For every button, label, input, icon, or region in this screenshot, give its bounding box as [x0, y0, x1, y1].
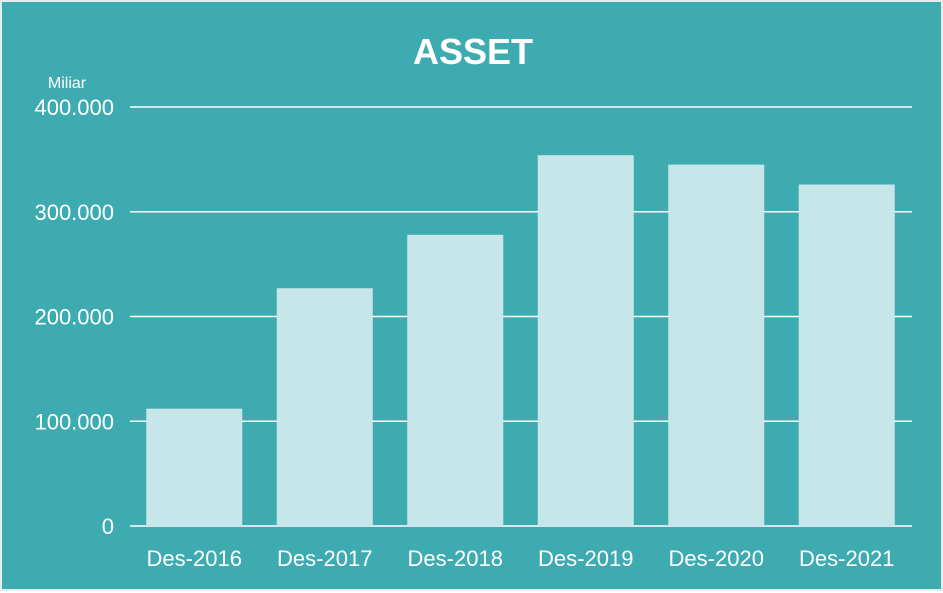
chart-title: ASSET — [413, 31, 533, 72]
gridlines — [130, 106, 912, 527]
bar-des-2019 — [537, 155, 634, 526]
x-category-label: Des-2019 — [538, 546, 633, 571]
x-category-label: Des-2020 — [669, 546, 764, 571]
y-tick-label: 300.000 — [34, 200, 114, 225]
x-category-label: Des-2018 — [408, 546, 503, 571]
x-category-label: Des-2017 — [277, 546, 372, 571]
bar-des-2021 — [798, 184, 895, 526]
bar-des-2020 — [668, 164, 765, 527]
y-tick-label: 400.000 — [34, 95, 114, 120]
y-tick-label: 200.000 — [34, 305, 114, 330]
x-category-label: Des-2021 — [799, 546, 894, 571]
y-tick-label: 0 — [102, 514, 114, 539]
bar-des-2018 — [407, 234, 504, 527]
x-category-label: Des-2016 — [147, 546, 242, 571]
y-tick-label: 100.000 — [34, 409, 114, 434]
y-axis-ticks: 0 100.000 200.000 300.000 400.000 — [34, 95, 114, 539]
x-axis-labels: Des-2016 Des-2017 Des-2018 Des-2019 Des-2020… — [147, 546, 895, 571]
bars — [146, 155, 895, 527]
y-axis-unit-label: Miliar — [48, 75, 87, 92]
bar-des-2016 — [146, 408, 243, 526]
bar-des-2017 — [276, 288, 373, 526]
